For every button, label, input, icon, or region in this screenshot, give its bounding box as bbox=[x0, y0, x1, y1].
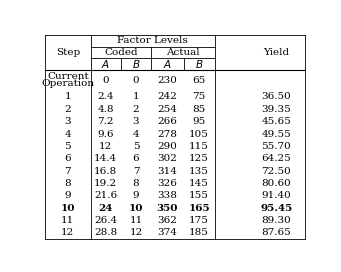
Text: 11: 11 bbox=[61, 216, 74, 225]
Text: 2: 2 bbox=[64, 105, 71, 114]
Text: 105: 105 bbox=[189, 129, 209, 138]
Text: 4: 4 bbox=[133, 129, 139, 138]
Text: 3: 3 bbox=[133, 117, 139, 126]
Text: 6: 6 bbox=[133, 154, 139, 163]
Text: 80.60: 80.60 bbox=[262, 179, 291, 188]
Text: 19.2: 19.2 bbox=[94, 179, 117, 188]
Text: 9.6: 9.6 bbox=[98, 129, 114, 138]
Text: 21.6: 21.6 bbox=[94, 191, 117, 200]
Text: 26.4: 26.4 bbox=[94, 216, 117, 225]
Text: 91.40: 91.40 bbox=[262, 191, 291, 200]
Text: 165: 165 bbox=[188, 204, 210, 213]
Text: Factor Levels: Factor Levels bbox=[117, 36, 188, 45]
Text: Current: Current bbox=[47, 72, 89, 81]
Text: Coded: Coded bbox=[104, 48, 138, 57]
Text: 8: 8 bbox=[64, 179, 71, 188]
Text: 12: 12 bbox=[61, 228, 74, 237]
Text: 278: 278 bbox=[158, 129, 177, 138]
Text: 5: 5 bbox=[64, 142, 71, 151]
Text: 8: 8 bbox=[133, 179, 139, 188]
Text: 362: 362 bbox=[158, 216, 177, 225]
Text: $A$: $A$ bbox=[101, 58, 110, 70]
Text: 290: 290 bbox=[158, 142, 177, 151]
Text: 145: 145 bbox=[189, 179, 209, 188]
Text: Operation: Operation bbox=[41, 79, 94, 88]
Text: 326: 326 bbox=[158, 179, 177, 188]
Text: 338: 338 bbox=[158, 191, 177, 200]
Text: 374: 374 bbox=[158, 228, 177, 237]
Text: 72.50: 72.50 bbox=[262, 166, 291, 175]
Text: 95: 95 bbox=[193, 117, 206, 126]
Text: 0: 0 bbox=[133, 76, 139, 85]
Text: 11: 11 bbox=[129, 216, 143, 225]
Text: 65: 65 bbox=[193, 76, 206, 85]
Text: 302: 302 bbox=[158, 154, 177, 163]
Text: 2: 2 bbox=[133, 105, 139, 114]
Text: 266: 266 bbox=[158, 117, 177, 126]
Text: 5: 5 bbox=[133, 142, 139, 151]
Text: 85: 85 bbox=[193, 105, 206, 114]
Text: 12: 12 bbox=[129, 228, 143, 237]
Text: Step: Step bbox=[56, 48, 80, 57]
Text: 4.8: 4.8 bbox=[98, 105, 114, 114]
Text: 24: 24 bbox=[99, 204, 113, 213]
Text: 10: 10 bbox=[61, 204, 75, 213]
Text: 314: 314 bbox=[158, 166, 177, 175]
Text: 55.70: 55.70 bbox=[262, 142, 291, 151]
Text: 350: 350 bbox=[157, 204, 178, 213]
Text: 64.25: 64.25 bbox=[262, 154, 291, 163]
Text: 9: 9 bbox=[64, 191, 71, 200]
Text: Actual: Actual bbox=[166, 48, 200, 57]
Text: $B$: $B$ bbox=[132, 58, 140, 70]
Text: 6: 6 bbox=[64, 154, 71, 163]
Text: 115: 115 bbox=[189, 142, 209, 151]
Text: $B$: $B$ bbox=[195, 58, 204, 70]
Text: $A$: $A$ bbox=[163, 58, 172, 70]
Text: 12: 12 bbox=[99, 142, 113, 151]
Text: 0: 0 bbox=[103, 76, 109, 85]
Text: 1: 1 bbox=[64, 92, 71, 101]
Text: 95.45: 95.45 bbox=[260, 204, 293, 213]
Text: 7: 7 bbox=[133, 166, 139, 175]
Text: 7.2: 7.2 bbox=[98, 117, 114, 126]
Text: 45.65: 45.65 bbox=[262, 117, 291, 126]
Text: 254: 254 bbox=[158, 105, 177, 114]
Text: 39.35: 39.35 bbox=[262, 105, 291, 114]
Text: 10: 10 bbox=[129, 204, 143, 213]
Text: 28.8: 28.8 bbox=[94, 228, 117, 237]
Text: Yield: Yield bbox=[263, 48, 290, 57]
Text: 14.4: 14.4 bbox=[94, 154, 117, 163]
Text: 36.50: 36.50 bbox=[262, 92, 291, 101]
Text: 4: 4 bbox=[64, 129, 71, 138]
Text: 49.55: 49.55 bbox=[262, 129, 291, 138]
Text: 16.8: 16.8 bbox=[94, 166, 117, 175]
Text: 7: 7 bbox=[64, 166, 71, 175]
Text: 3: 3 bbox=[64, 117, 71, 126]
Text: 89.30: 89.30 bbox=[262, 216, 291, 225]
Text: 87.65: 87.65 bbox=[262, 228, 291, 237]
Text: 125: 125 bbox=[189, 154, 209, 163]
Text: 9: 9 bbox=[133, 191, 139, 200]
Text: 175: 175 bbox=[189, 216, 209, 225]
Text: 1: 1 bbox=[133, 92, 139, 101]
Text: 230: 230 bbox=[158, 76, 177, 85]
Text: 185: 185 bbox=[189, 228, 209, 237]
Text: 2.4: 2.4 bbox=[98, 92, 114, 101]
Text: 155: 155 bbox=[189, 191, 209, 200]
Text: 135: 135 bbox=[189, 166, 209, 175]
Text: 242: 242 bbox=[158, 92, 177, 101]
Text: 75: 75 bbox=[193, 92, 206, 101]
